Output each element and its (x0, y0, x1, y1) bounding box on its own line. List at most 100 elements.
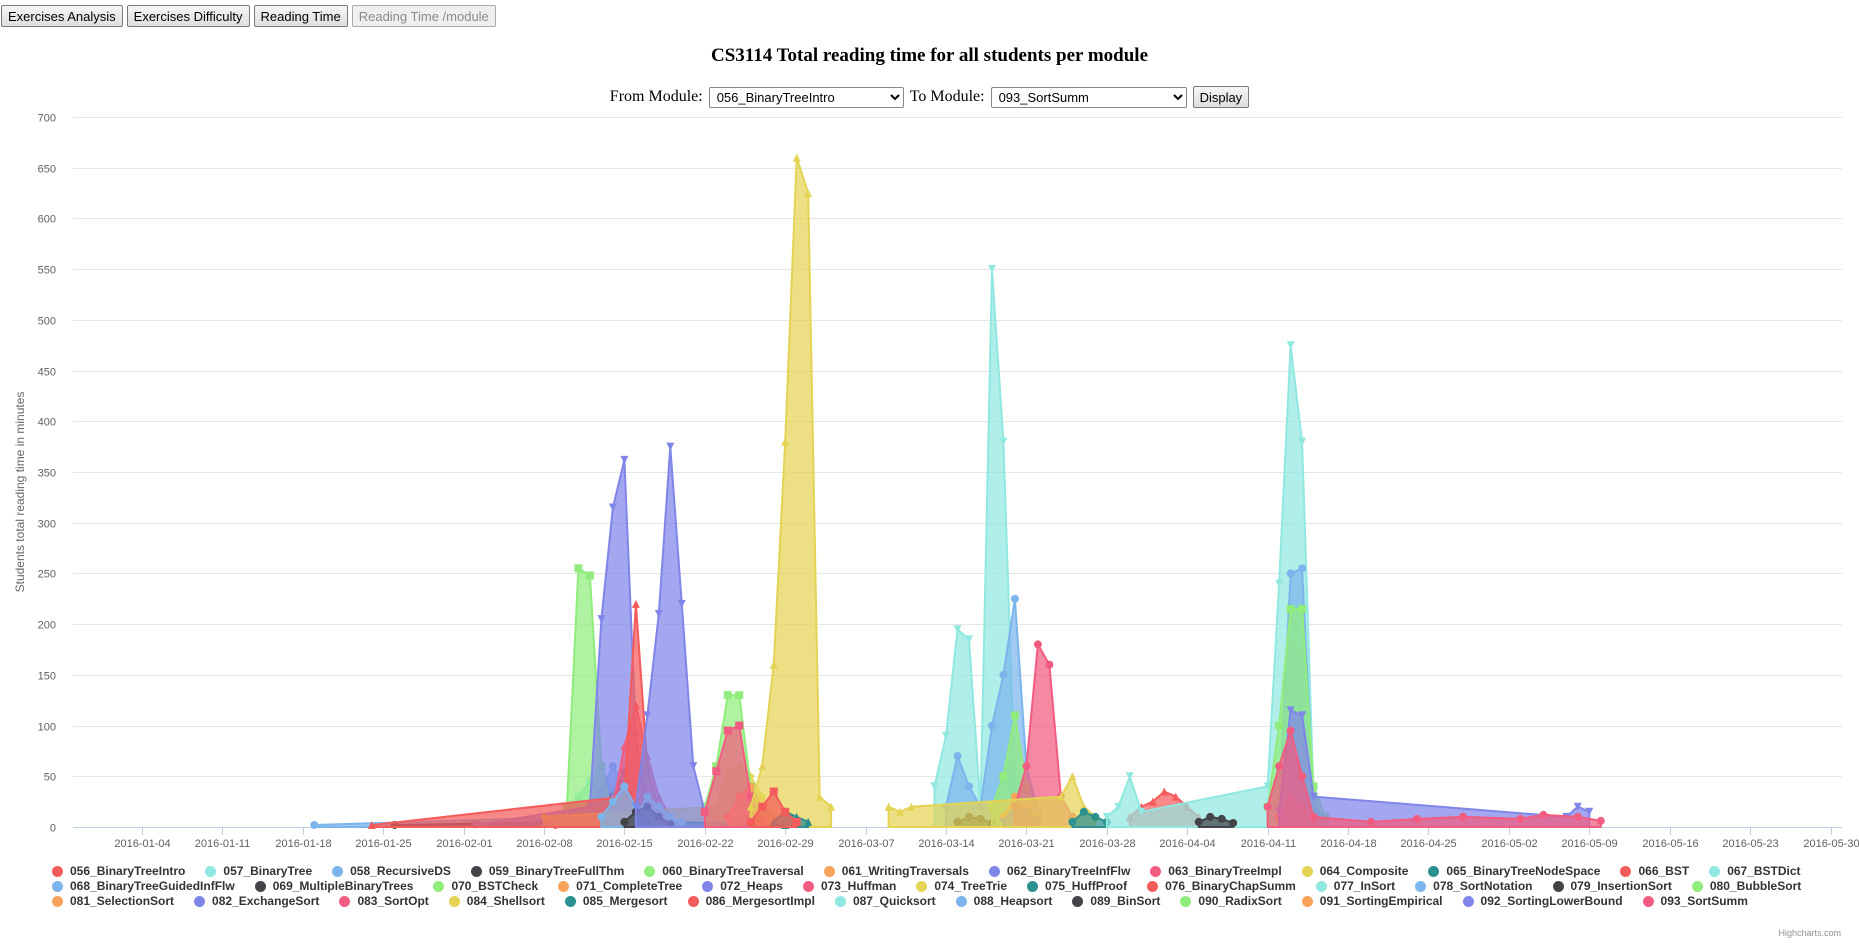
legend-item[interactable]: 059_BinaryTreeFullThm (470, 864, 624, 878)
x-tick-label: 2016-04-18 (1320, 838, 1376, 850)
legend-item[interactable]: 077_InSort (1315, 879, 1395, 893)
from-module-select[interactable]: 056_BinaryTreeIntro (708, 86, 904, 108)
legend-swatch-icon (52, 895, 63, 907)
data-point (1194, 817, 1203, 826)
data-point (712, 762, 721, 771)
legend-swatch-icon (1027, 880, 1039, 892)
legend-label: 087_Quicksort (852, 894, 936, 908)
legend-item[interactable]: 089_BinSort (1072, 894, 1160, 908)
legend-item[interactable]: 090_RadixSort (1180, 894, 1282, 908)
legend-label: 056_BinaryTreeIntro (70, 864, 186, 878)
legend-item[interactable]: 074_TreeTrie (916, 879, 1007, 893)
legend-label: 070_BSTCheck (451, 879, 539, 893)
x-tick-label: 2016-05-16 (1642, 838, 1698, 850)
tab-exercises-difficulty[interactable]: Exercises Difficulty (126, 5, 250, 27)
legend-item[interactable]: 063_BinaryTreeImpl (1150, 864, 1282, 878)
legend-item[interactable]: 068_BinaryTreeGuidedInfFlw (52, 879, 235, 893)
legend-item[interactable]: 079_InsertionSort (1552, 879, 1672, 893)
legend-item[interactable]: 080_BubbleSort (1691, 879, 1801, 893)
legend-item[interactable]: 071_CompleteTree (558, 879, 682, 893)
legend-item[interactable]: 066_BST (1620, 864, 1689, 878)
series-group (746, 153, 836, 828)
data-point (1114, 802, 1123, 811)
legend-label: 062_BinaryTreeInfFlw (1006, 864, 1131, 878)
legend-item[interactable]: 064_Composite (1301, 864, 1408, 878)
legend-item[interactable]: 085_Mergesort (564, 894, 668, 908)
to-module-select[interactable]: 093_SortSumm (990, 86, 1187, 108)
y-tick-label: 250 (38, 569, 56, 581)
legend-item[interactable]: 093_SortSumm (1642, 894, 1748, 908)
legend-item[interactable]: 056_BinaryTreeIntro (52, 864, 185, 878)
legend-item[interactable]: 062_BinaryTreeInfFlw (988, 864, 1131, 878)
legend-label: 073_Huffman (820, 879, 897, 893)
data-point (1309, 792, 1318, 801)
legend-swatch-icon (1620, 865, 1632, 877)
y-tick-label: 150 (38, 671, 56, 683)
legend-item[interactable]: 060_BinaryTreeTraversal (644, 864, 804, 878)
legend-item[interactable]: 081_SelectionSort (52, 894, 174, 908)
data-point (367, 820, 376, 829)
legend-item[interactable]: 065_BinaryTreeNodeSpace (1428, 864, 1600, 878)
credits-link[interactable]: Highcharts.com (1778, 928, 1841, 938)
legend-item[interactable]: 067_BSTDict (1709, 864, 1801, 878)
legend-swatch-icon (205, 865, 217, 877)
legend-swatch-icon (1301, 865, 1313, 877)
legend-swatch-icon (802, 880, 814, 892)
legend-item[interactable]: 069_MultipleBinaryTrees (254, 879, 414, 893)
legend-swatch-icon (52, 880, 63, 892)
data-point (1010, 594, 1019, 603)
legend-label: 061_WritingTraversals (841, 864, 969, 878)
legend-item[interactable]: 057_BinaryTree (205, 864, 312, 878)
y-tick-label: 700 (38, 113, 56, 125)
legend-item[interactable]: 088_Heapsort (955, 894, 1052, 908)
data-point (1148, 797, 1157, 806)
tab-reading-time-module[interactable]: Reading Time /module (351, 5, 496, 27)
data-point (1229, 818, 1238, 827)
legend-item[interactable]: 078_SortNotation (1415, 879, 1533, 893)
legend-label: 063_BinaryTreeImpl (1168, 864, 1282, 878)
legend-label: 090_RadixSort (1198, 894, 1282, 908)
legend-swatch-icon (916, 880, 928, 892)
legend-item[interactable]: 061_WritingTraversals (823, 864, 969, 878)
legend-label: 069_MultipleBinaryTrees (272, 879, 414, 893)
data-point (1263, 782, 1272, 791)
legend-item[interactable]: 072_Heaps (702, 879, 783, 893)
data-point (1298, 772, 1307, 781)
legend-item[interactable]: 076_BinaryChapSumm (1147, 879, 1296, 893)
legend-item[interactable]: 070_BSTCheck (433, 879, 538, 893)
data-point (1286, 726, 1295, 735)
data-point (608, 503, 617, 512)
data-point (1068, 772, 1077, 781)
x-tick-label: 2016-01-04 (114, 838, 170, 850)
tab-reading-time[interactable]: Reading Time (253, 5, 348, 27)
tab-exercises-analysis[interactable]: Exercises Analysis (1, 5, 123, 27)
x-axis-ticks: 2016-01-04 2016-01-11 2016-01-18 2016-01-25… (114, 827, 1859, 850)
legend-swatch-icon (254, 880, 266, 892)
data-point (907, 802, 916, 811)
x-tick-label: 2016-05-09 (1561, 838, 1617, 850)
y-tick-label: 100 (38, 722, 56, 734)
legend-item[interactable]: 091_SortingEmpirical (1301, 894, 1443, 908)
legend-swatch-icon (1301, 895, 1313, 907)
data-point (631, 599, 640, 608)
legend-swatch-icon (1691, 880, 1703, 892)
data-point (712, 767, 721, 776)
legend-item[interactable]: 073_Huffman (802, 879, 897, 893)
legend-item[interactable]: 092_SortingLowerBound (1462, 894, 1623, 908)
legend-item[interactable]: 083_SortOpt (339, 894, 429, 908)
legend-item[interactable]: 058_RecursiveDS (332, 864, 451, 878)
legend-item[interactable]: 086_MergesortImpl (687, 894, 815, 908)
display-button[interactable]: Display (1192, 86, 1250, 108)
legend-swatch-icon (644, 865, 656, 877)
data-point (1596, 816, 1605, 825)
data-point (1367, 817, 1376, 826)
legend-item[interactable]: 087_Quicksort (834, 894, 936, 908)
legend-item[interactable]: 082_ExchangeSort (194, 894, 319, 908)
legend-label: 085_Mergesort (582, 894, 668, 908)
y-tick-label: 0 (50, 823, 56, 835)
legend-item[interactable]: 075_HuffProof (1027, 879, 1127, 893)
legend-item[interactable]: 084_Shellsort (448, 894, 545, 908)
data-point (827, 802, 836, 811)
data-point (964, 782, 973, 791)
series-group (1194, 812, 1238, 828)
